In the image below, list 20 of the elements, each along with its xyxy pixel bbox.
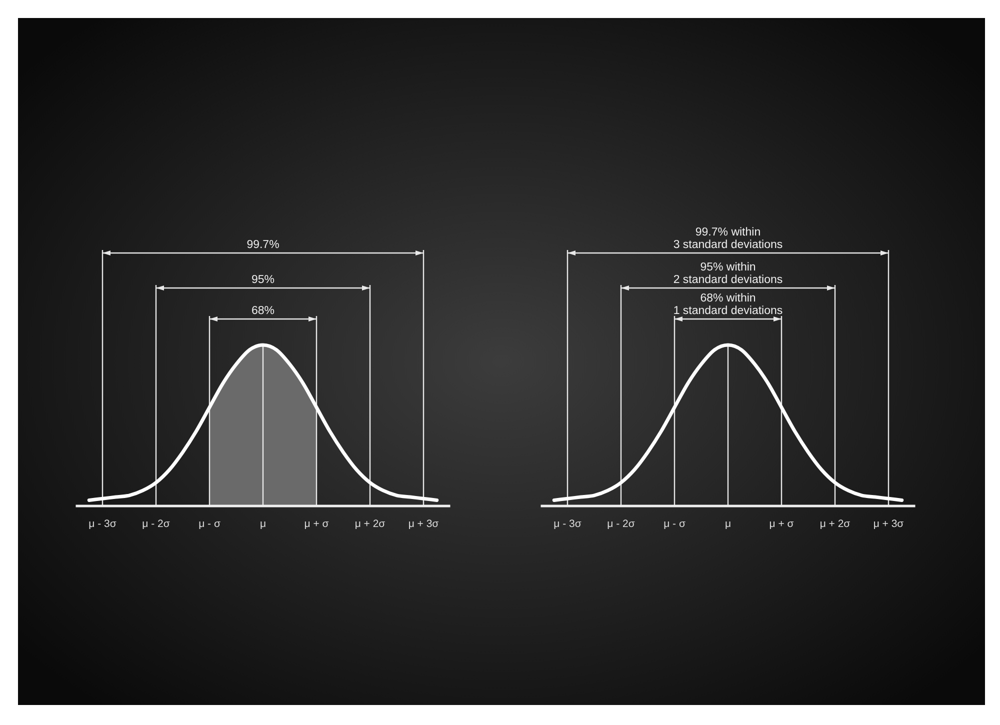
x-tick-label: μ - 3σ bbox=[88, 518, 117, 530]
text: 68% bbox=[251, 305, 275, 317]
text: 95% bbox=[251, 274, 275, 286]
x-tick-label: μ bbox=[260, 518, 266, 530]
x-tick-label: μ + σ bbox=[769, 518, 794, 530]
x-tick-label: μ + 2σ bbox=[354, 518, 386, 530]
text: 99.7% bbox=[246, 239, 280, 251]
text: 99.7% within 3 standard deviations bbox=[673, 226, 783, 251]
x-tick-label: μ - 2σ bbox=[607, 518, 636, 530]
x-tick-label: μ + 2σ bbox=[820, 518, 851, 530]
x-tick-label: μ + σ bbox=[304, 518, 330, 530]
x-tick-label: μ - 3σ bbox=[554, 518, 582, 530]
x-tick-label: μ - σ bbox=[198, 518, 221, 530]
x-tick-label: μ + 3σ bbox=[873, 518, 904, 530]
x-tick-label: μ bbox=[724, 518, 732, 530]
text: 68% within 1 standard deviations bbox=[673, 292, 783, 317]
x-tick-label: μ - σ bbox=[664, 518, 686, 530]
x-tick-label: μ - 2σ bbox=[142, 518, 170, 530]
x-tick-label: μ + 3σ bbox=[408, 518, 440, 530]
text: 95% within 2 standard deviations bbox=[673, 262, 783, 286]
